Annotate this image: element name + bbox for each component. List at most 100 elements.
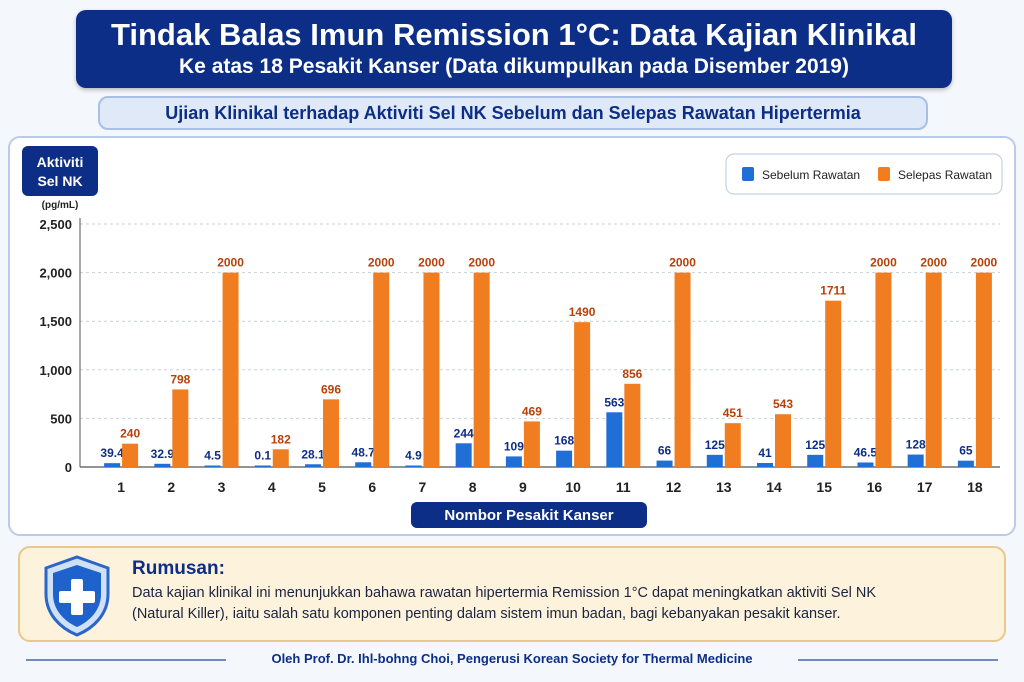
bar-after-14 [775,414,791,467]
bar-chart: Aktiviti Sel NK (pg/mL) Sebelum Rawatan Sele… [22,146,1003,528]
x-tick-label: 3 [218,479,226,495]
footer-credit: Oleh Prof. Dr. Ihl-bohng Choi, Pengerusi… [0,651,1024,666]
data-label-before-11: 563 [604,395,624,409]
bar-before-4 [254,465,271,467]
data-label-before-13: 125 [705,438,725,452]
data-label-before-15: 125 [805,438,825,452]
x-tick-label: 2 [167,479,175,495]
data-label-after-9: 469 [522,404,542,418]
footer-divider-left [26,659,226,661]
data-label-before-9: 109 [504,439,524,453]
y-axis-unit: (pg/mL) [42,200,79,211]
data-label-after-4: 182 [271,432,291,446]
bar-before-10 [556,450,573,467]
data-label-before-10: 168 [554,434,574,448]
chart-panel: Aktiviti Sel NK (pg/mL) Sebelum Rawatan Sele… [8,136,1016,536]
bar-before-16 [857,462,874,467]
data-label-before-7: 4.9 [405,449,422,463]
legend-swatch-1 [742,167,754,181]
data-label-before-16: 46.5 [854,445,878,459]
x-tick-label: 8 [469,479,477,495]
data-label-before-12: 66 [658,444,672,458]
x-tick-label: 12 [666,479,682,495]
page-subtitle: Ke atas 18 Pesakit Kanser (Data dikumpul… [179,55,849,78]
data-label-before-14: 41 [758,446,772,460]
bar-after-3 [222,272,239,467]
data-label-after-15: 1711 [820,284,846,298]
data-label-after-12: 2000 [669,256,696,270]
data-label-after-8: 2000 [468,256,495,270]
x-tick-label: 14 [766,479,782,495]
bar-after-6 [373,272,390,467]
x-tick-label: 6 [368,479,376,495]
data-label-after-7: 2000 [418,256,445,270]
bar-before-11 [606,412,623,467]
bar-before-9 [505,456,522,467]
data-label-before-5: 28.1 [301,447,325,461]
data-label-after-11: 856 [622,367,642,381]
data-label-after-14: 543 [773,397,793,411]
bar-after-15 [825,300,842,467]
bar-after-17 [925,272,942,467]
y-tick-label: 2,000 [39,266,72,281]
data-label-before-17: 128 [906,438,926,452]
bar-after-11 [624,383,641,467]
legend-box [725,153,1003,195]
title-banner: Tindak Balas Imun Remission 1°C: Data Ka… [76,10,952,88]
data-label-after-10: 1490 [569,305,596,319]
x-tick-label: 11 [616,479,631,495]
bar-after-1 [122,443,139,467]
x-tick-label: 18 [967,479,983,495]
bar-before-1 [104,463,121,467]
x-tick-label: 10 [565,479,581,495]
data-label-before-8: 244 [454,426,474,440]
summary-body: Data kajian klinikal ini menunjukkan bah… [132,583,992,625]
y-axis-title-badge [22,146,98,196]
data-label-before-18: 65 [959,444,973,458]
data-label-after-3: 2000 [217,256,244,270]
x-tick-label: 7 [419,479,427,495]
bar-after-8 [473,272,490,467]
data-label-before-6: 48.7 [352,445,376,459]
bar-before-6 [355,462,372,467]
summary-line-1: Data kajian klinikal ini menunjukkan bah… [132,585,877,601]
bar-after-7 [423,272,440,467]
legend-label-1: Sebelum Rawatan [762,168,860,182]
data-label-after-17: 2000 [920,256,947,270]
data-label-after-5: 696 [321,382,341,396]
bar-after-2 [172,389,189,467]
bar-before-12 [656,460,673,467]
x-tick-label: 16 [867,479,883,495]
y-axis-title-line-1: Aktiviti [37,154,84,170]
legend-label-2: Selepas Rawatan [898,168,992,182]
x-tick-label: 15 [816,479,832,495]
bar-before-17 [907,454,924,467]
data-label-before-3: 4.5 [204,449,221,463]
bar-after-16 [875,272,892,467]
x-tick-label: 13 [716,479,732,495]
data-label-after-13: 451 [723,406,743,420]
summary-heading: Rumusan: [132,558,225,579]
x-tick-label: 9 [519,479,527,495]
bar-before-13 [706,454,723,467]
y-tick-label: 1,000 [39,363,72,378]
x-tick-label: 4 [268,479,276,495]
x-tick-label: 5 [318,479,326,495]
y-axis-title-line-2: Sel NK [37,173,82,189]
bar-after-9 [523,421,540,467]
data-label-before-4: 0.1 [254,449,271,463]
bar-before-14 [757,463,773,467]
data-label-after-1: 240 [120,427,140,441]
y-tick-label: 500 [50,411,72,426]
summary-line-2: (Natural Killer), iaitu salah satu kompo… [132,606,841,622]
legend-swatch-2 [878,167,890,181]
y-tick-label: 2,500 [39,217,72,232]
bar-before-5 [305,464,321,467]
footer-credit-text: Oleh Prof. Dr. Ihl-bohng Choi, Pengerusi… [261,651,763,666]
data-label-before-2: 32.9 [151,447,175,461]
data-label-after-2: 798 [170,372,190,386]
section-title: Ujian Klinikal terhadap Aktiviti Sel NK … [98,96,928,130]
summary-box: Rumusan: Data kajian klinikal ini menunj… [18,546,1006,642]
bar-before-18 [957,460,974,467]
shield-plus-icon [44,555,110,637]
